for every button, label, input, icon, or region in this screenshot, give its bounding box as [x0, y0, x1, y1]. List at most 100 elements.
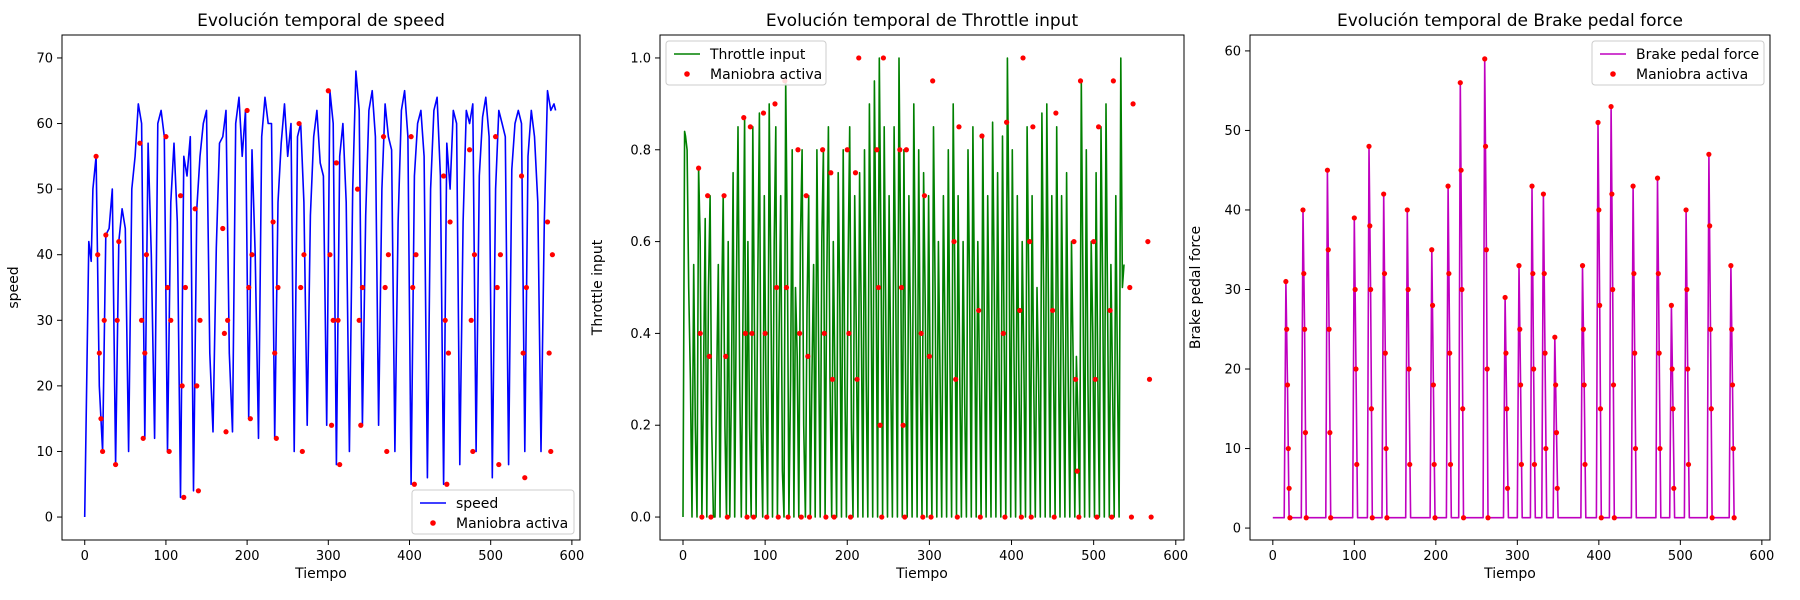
- data-point: [1352, 286, 1358, 293]
- data-point: [384, 448, 390, 455]
- data-point: [1366, 143, 1372, 149]
- legend-box: [411, 489, 575, 535]
- data-point: [354, 186, 361, 192]
- y-axis-label: Throttle input: [590, 239, 606, 336]
- data-point: [697, 330, 703, 337]
- y-tick-label: 10: [1224, 442, 1241, 457]
- data-point: [137, 140, 143, 146]
- data-point: [1482, 56, 1488, 62]
- data-point: [1017, 307, 1023, 314]
- data-point: [1303, 515, 1309, 521]
- data-point: [244, 107, 250, 114]
- data-point: [411, 481, 417, 487]
- data-point: [1446, 270, 1452, 277]
- data-point: [142, 350, 148, 356]
- legend: Throttle input Maniobra activa: [665, 40, 827, 86]
- data-point: [1368, 286, 1374, 293]
- data-point: [356, 317, 362, 323]
- y-tick-label: 40: [36, 248, 53, 263]
- data-point: [1283, 278, 1289, 285]
- data-point: [1630, 183, 1636, 189]
- data-point: [1709, 515, 1715, 521]
- data-point: [246, 284, 252, 291]
- data-point: [1354, 461, 1360, 468]
- y-tick-label: 60: [36, 117, 53, 132]
- data-point: [1368, 406, 1375, 412]
- data-point: [1597, 302, 1603, 308]
- data-point: [1656, 350, 1662, 356]
- data-point: [1302, 326, 1308, 332]
- data-point: [520, 350, 526, 356]
- data-point: [1076, 514, 1082, 520]
- data-point: [333, 160, 340, 166]
- data-point: [1579, 263, 1586, 269]
- data-point: [1405, 286, 1411, 293]
- data-point: [1669, 366, 1675, 372]
- y-tick-label: 0.2: [630, 419, 651, 434]
- x-tick-label: 100: [753, 549, 778, 564]
- data-point: [466, 147, 473, 153]
- data-point: [1407, 461, 1413, 468]
- data-point: [1503, 350, 1509, 356]
- data-point: [496, 461, 502, 468]
- data-point: [275, 284, 281, 291]
- data-point: [760, 110, 767, 116]
- data-point: [197, 317, 203, 323]
- x-axis-label: Tiempo: [294, 566, 347, 582]
- data-point: [926, 353, 932, 359]
- data-point: [1542, 350, 1548, 356]
- plot-area: [83, 70, 557, 518]
- data-point: [772, 101, 778, 107]
- data-point: [1517, 326, 1523, 332]
- data-point: [1502, 294, 1508, 301]
- data-point: [140, 435, 146, 441]
- data-point: [806, 514, 813, 520]
- x-axis-label: Tiempo: [1483, 566, 1536, 582]
- data-point: [1301, 270, 1307, 277]
- data-point: [301, 252, 307, 258]
- x-tick-label: 300: [917, 549, 942, 564]
- y-tick-label: 0.6: [630, 235, 651, 250]
- data-point: [1092, 376, 1098, 382]
- legend-entry-line: Throttle input: [709, 47, 806, 63]
- axes-frame: [1249, 34, 1771, 541]
- data-point: [898, 284, 905, 291]
- chart-panel-2: 0 100 200 300 400 500 600 0.0 0.2 0.4 0.6 0.8 1.0 Evo…: [590, 11, 1188, 582]
- data-point: [1020, 55, 1026, 61]
- data-point: [783, 284, 790, 291]
- data-point: [741, 115, 747, 121]
- data-point: [774, 284, 780, 291]
- data-point: [846, 330, 852, 337]
- data-point: [1327, 430, 1333, 436]
- data-point: [847, 514, 854, 520]
- y-tick-label: 60: [1224, 44, 1241, 59]
- y-tick-label: 0: [45, 511, 53, 526]
- series-line-speed: [83, 70, 557, 518]
- data-point: [764, 514, 770, 520]
- data-point: [829, 376, 836, 382]
- data-point: [877, 422, 883, 428]
- data-point: [1531, 366, 1537, 372]
- data-point: [1517, 382, 1524, 388]
- data-point: [1595, 119, 1601, 126]
- data-point: [1707, 326, 1714, 332]
- data-point: [447, 219, 453, 225]
- data-point: [497, 252, 504, 258]
- data-point: [168, 317, 174, 323]
- data-point: [1541, 270, 1547, 277]
- data-point: [705, 193, 711, 199]
- data-point: [1518, 461, 1525, 468]
- data-point: [1381, 191, 1387, 197]
- data-point: [1300, 207, 1306, 213]
- data-point: [1284, 326, 1290, 332]
- data-point: [979, 133, 985, 139]
- plot-area: [682, 55, 1154, 520]
- data-point: [544, 219, 551, 225]
- y-axis-label: speed: [6, 266, 22, 308]
- y-tick-label: 20: [1224, 363, 1241, 378]
- data-point: [928, 514, 934, 520]
- chart-panel-3: 0 100 200 300 400 500 600 0 10 20 30 40 50 60 Evolució…: [1188, 11, 1774, 582]
- data-point: [358, 422, 364, 428]
- data-point: [195, 488, 202, 494]
- x-tick-label: 400: [397, 549, 422, 564]
